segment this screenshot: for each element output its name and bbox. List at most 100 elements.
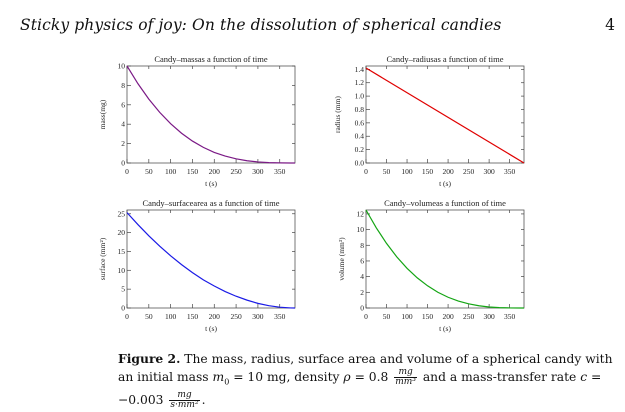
surface-ytick-label: 10 — [118, 266, 126, 275]
rho-unit-fraction: mg mm³ — [394, 368, 417, 387]
radius-x-axis-label: t (s) — [439, 179, 451, 188]
m0-value: = 10 mg, density — [229, 370, 344, 384]
mass-xtick-label: 350 — [274, 167, 286, 176]
m0-subscript: 0 — [224, 377, 230, 387]
page-number: 4 — [605, 16, 615, 34]
rho-unit-numerator: mg — [394, 368, 417, 378]
surface-xtick-label: 50 — [145, 312, 153, 321]
surface-ytick-label: 25 — [118, 209, 126, 218]
volume-xtick-label: 300 — [483, 312, 495, 321]
radius-ytick-label: 0.6 — [355, 118, 365, 127]
radius-xtick-label: 350 — [504, 167, 516, 176]
radius-y-axis-label: radius (mm) — [333, 96, 342, 133]
mass-xtick-label: 150 — [187, 167, 199, 176]
surface-xtick-label: 250 — [230, 312, 242, 321]
radius-ytick-label: 0.2 — [355, 145, 365, 154]
surface-ytick-label: 5 — [121, 285, 125, 294]
running-title: Sticky physics of joy: On the dissolutio… — [20, 16, 502, 34]
mass-xtick-label: 250 — [230, 167, 242, 176]
mass-xtick-label: 0 — [125, 167, 129, 176]
radius-xtick-label: 200 — [442, 167, 454, 176]
c-unit-numerator: mg — [169, 391, 200, 402]
radius-series-line — [365, 67, 525, 164]
volume-ytick-label: 10 — [357, 225, 365, 234]
radius-ytick-label: 0.4 — [355, 132, 365, 141]
radius-ytick-label: 0.0 — [355, 159, 365, 168]
radius-ytick-label: 0.8 — [355, 105, 365, 114]
volume-chart-title: Candy–volumeas a function of time — [384, 198, 506, 208]
rho-value: = 0.8 — [350, 370, 393, 384]
surface-xtick-label: 150 — [187, 312, 199, 321]
mass-ytick-label: 4 — [121, 120, 125, 129]
mass-x-axis-label: t (s) — [205, 179, 217, 188]
mass-ytick-label: 8 — [121, 81, 125, 90]
radius-ytick-label: 1.0 — [355, 92, 365, 101]
radius-ytick-label: 1.2 — [355, 78, 365, 87]
caption-text-2: and a mass-transfer rate — [418, 370, 581, 384]
caption-end: . — [201, 393, 206, 408]
surface-ytick-label: 15 — [118, 247, 126, 256]
caption-text-1: The mass, radius, surface area and volum… — [118, 352, 613, 384]
mass-xtick-label: 200 — [209, 167, 221, 176]
radius-plot-frame — [365, 65, 525, 164]
surface-xtick-label: 300 — [252, 312, 264, 321]
surface-x-axis-label: t (s) — [205, 324, 217, 333]
mass-y-axis-label: mass(mg) — [98, 99, 107, 129]
surface-xtick-label: 0 — [125, 312, 129, 321]
surface-chart-title: Candy–surfacearea as a function of time — [142, 198, 279, 208]
volume-x-axis-label: t (s) — [439, 324, 451, 333]
rho-symbol: ρ — [343, 370, 351, 384]
surface-xtick-label: 100 — [165, 312, 177, 321]
mass-ytick-label: 6 — [121, 100, 125, 109]
mass-xtick-label: 50 — [145, 167, 153, 176]
volume-ytick-label: 4 — [360, 272, 364, 281]
c-unit-fraction: mg s·mm² — [169, 391, 200, 411]
mass-ytick-label: 2 — [121, 139, 125, 148]
volume-ytick-label: 6 — [360, 256, 364, 265]
mass-plot-frame — [126, 65, 296, 164]
surface-ytick-label: 0 — [121, 304, 125, 313]
mass-ytick-label: 0 — [121, 159, 125, 168]
radius-xtick-label: 0 — [364, 167, 368, 176]
c-value: = −0.003 — [118, 370, 602, 408]
volume-xtick-label: 250 — [463, 312, 475, 321]
surface-xtick-label: 200 — [209, 312, 221, 321]
rho-unit-denominator: mm³ — [395, 377, 416, 387]
m0-symbol: m — [212, 370, 225, 384]
volume-plot-frame — [365, 209, 525, 309]
surface-plot-frame — [126, 209, 296, 309]
running-head: Sticky physics of joy: On the dissolutio… — [20, 16, 615, 38]
volume-ytick-label: 0 — [360, 304, 364, 313]
volume-y-axis-label: volume (mm³) — [337, 237, 346, 281]
c-unit-denominator: s·mm² — [170, 400, 199, 411]
mass-ytick-label: 10 — [118, 62, 126, 71]
volume-ytick-label: 12 — [357, 209, 365, 218]
surface-ytick-label: 20 — [118, 228, 126, 237]
surface-y-axis-label: surface (mm²) — [98, 237, 107, 280]
figure-caption: Figure 2. The mass, radius, surface area… — [118, 350, 618, 410]
volume-xtick-label: 150 — [422, 312, 434, 321]
volume-xtick-label: 100 — [401, 312, 413, 321]
surface-xtick-label: 350 — [274, 312, 286, 321]
volume-series-line — [365, 209, 524, 309]
caption-label: Figure 2. — [118, 351, 181, 366]
radius-chart-title: Candy–radiusas a function of time — [386, 54, 503, 64]
mass-series-line — [126, 65, 295, 164]
radius-ytick-label: 1.4 — [355, 65, 365, 74]
volume-ytick-label: 2 — [360, 288, 364, 297]
mass-chart-title: Candy–massas a function of time — [154, 54, 268, 64]
surface-series-line — [126, 212, 296, 309]
radius-xtick-label: 150 — [422, 167, 434, 176]
volume-xtick-label: 200 — [442, 312, 454, 321]
radius-xtick-label: 250 — [463, 167, 475, 176]
mass-xtick-label: 100 — [165, 167, 177, 176]
volume-xtick-label: 50 — [383, 312, 391, 321]
volume-xtick-label: 0 — [364, 312, 368, 321]
radius-xtick-label: 50 — [383, 167, 391, 176]
volume-ytick-label: 8 — [360, 241, 364, 250]
radius-xtick-label: 300 — [483, 167, 495, 176]
mass-xtick-label: 300 — [252, 167, 264, 176]
c-symbol: c — [580, 370, 588, 384]
volume-xtick-label: 350 — [504, 312, 516, 321]
